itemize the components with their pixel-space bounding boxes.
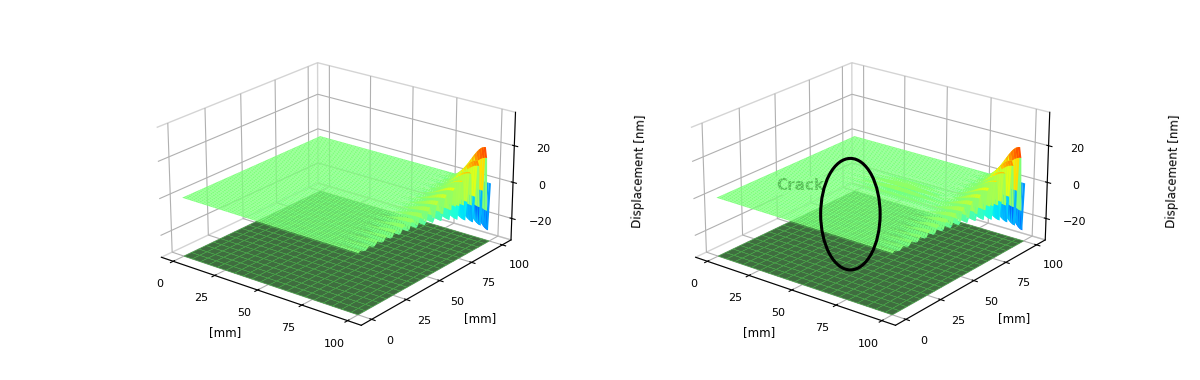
Y-axis label: [mm]: [mm]	[464, 312, 497, 325]
Text: Crack: Crack	[776, 178, 824, 193]
X-axis label: [mm]: [mm]	[743, 326, 775, 339]
Y-axis label: [mm]: [mm]	[998, 312, 1031, 325]
X-axis label: [mm]: [mm]	[209, 326, 241, 339]
